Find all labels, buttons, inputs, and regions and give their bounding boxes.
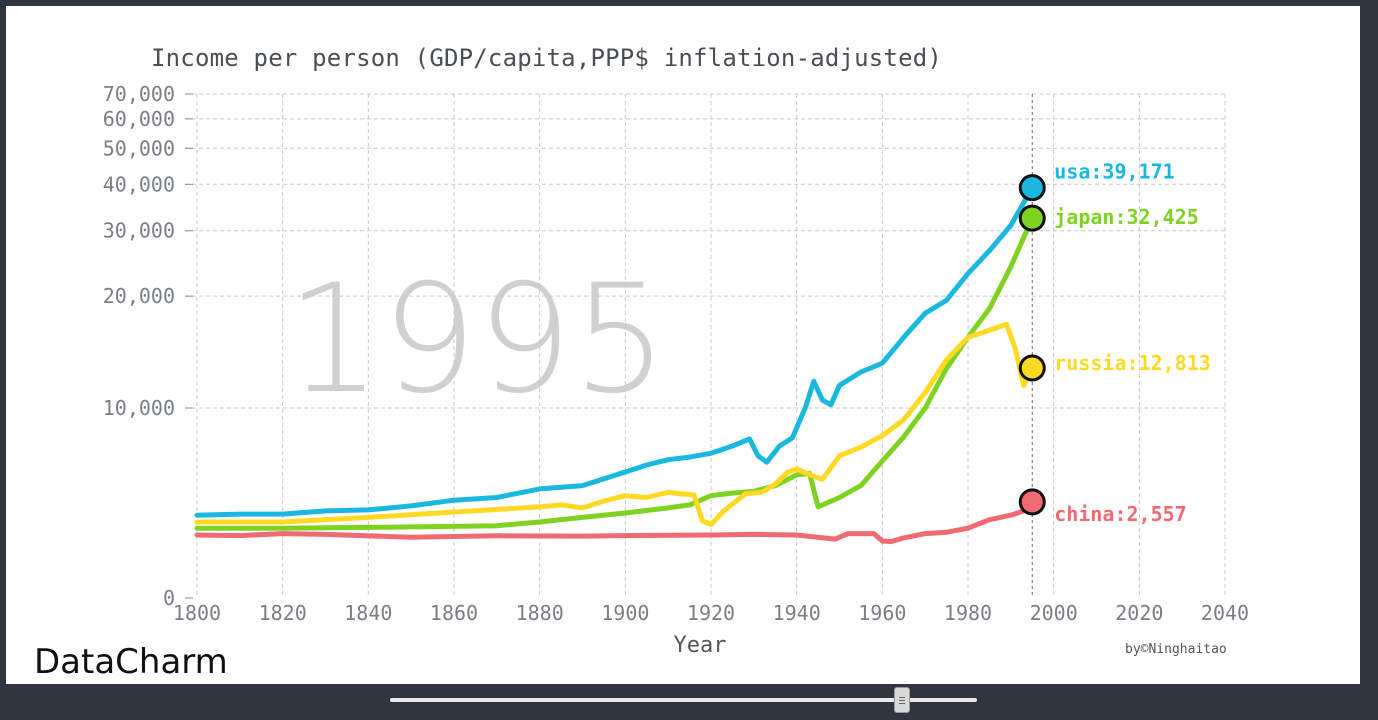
series-line-china [194, 499, 1035, 545]
x-tick-label: 1880 [516, 601, 564, 625]
x-tick-label: 1920 [687, 601, 735, 625]
x-tick-label: 2040 [1201, 601, 1249, 625]
watermark-logo: DataCharm [34, 642, 228, 682]
year-watermark: 1995 [286, 253, 668, 427]
x-tick-label: 1820 [259, 601, 307, 625]
x-tick-label: 1840 [344, 601, 392, 625]
x-tick-label: 2000 [1030, 601, 1078, 625]
year-slider-handle[interactable] [894, 687, 910, 713]
series-marker-russia [1018, 354, 1046, 382]
y-tick-label: 40,000 [103, 172, 175, 196]
chart-panel: 1995 1800 1820 1840 1860 1880 1900 1920 1940 1960… [6, 6, 1360, 684]
y-tick-label: 50,000 [103, 136, 175, 160]
x-tick-label: 1860 [430, 601, 478, 625]
y-tick-label: 10,000 [103, 396, 175, 420]
x-tick-label: 1960 [858, 601, 906, 625]
author-credit: by©Ninghaitao [1125, 642, 1227, 657]
year-slider-track[interactable] [390, 698, 977, 702]
series-label-japan: japan:32,425 [1054, 205, 1199, 229]
x-tick-label: 1900 [601, 601, 649, 625]
y-tick-label: 0 [163, 586, 175, 610]
y-tick-label: 70,000 [103, 82, 175, 106]
y-tick-label: 30,000 [103, 219, 175, 243]
x-axis-label: Year [674, 633, 727, 658]
series-label-usa: usa:39,171 [1054, 160, 1174, 184]
chart-title: Income per person (GDP/capita,PPP$ infla… [151, 44, 943, 72]
line-chart: 1995 1800 1820 1840 1860 1880 1900 1920 1940 1960… [103, 82, 1249, 658]
series-marker-usa [1018, 174, 1046, 202]
series-marker-china [1018, 488, 1046, 516]
series-marker-japan [1018, 204, 1046, 232]
x-tick-label: 1980 [944, 601, 992, 625]
series-label-russia: russia:12,813 [1054, 351, 1211, 375]
series-label-china: china:2,557 [1054, 502, 1186, 526]
series-line-usa [194, 185, 1035, 518]
series-line-russia [194, 321, 1035, 527]
x-tick-label: 2020 [1115, 601, 1163, 625]
y-tick-label: 20,000 [103, 284, 175, 308]
x-tick-label: 1940 [773, 601, 821, 625]
y-tick-label: 60,000 [103, 107, 175, 131]
x-tick-label: 1800 [173, 601, 221, 625]
